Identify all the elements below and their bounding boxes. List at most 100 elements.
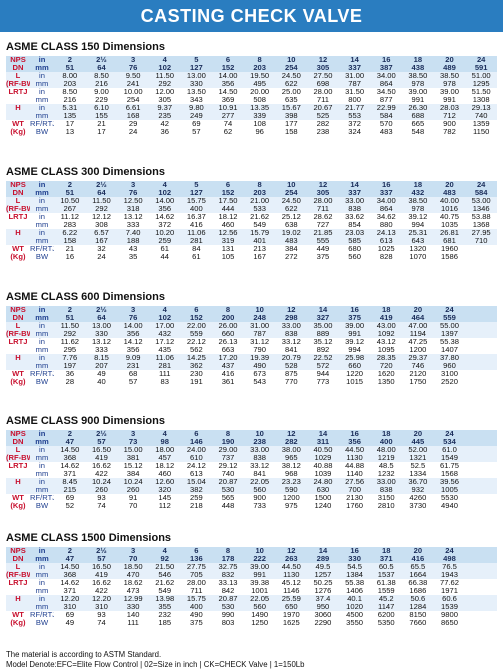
table-cell: 34.00 (370, 72, 403, 80)
table-cell: 978 (433, 80, 466, 88)
table-cell: 19.39 (243, 354, 276, 362)
table-cell: 2 (54, 306, 86, 314)
row-label: LRTJ (6, 338, 30, 346)
table-cell: 960 (433, 362, 466, 370)
table-cell (465, 478, 497, 486)
table-cell (465, 611, 497, 619)
table-cell: 343 (180, 96, 213, 104)
row-unit: mm (30, 362, 54, 370)
table-cell: 51.00 (465, 72, 497, 80)
table-cell: 1257 (307, 571, 339, 579)
table-cell: 14.62 (54, 462, 86, 470)
table-cell: 555 (307, 237, 339, 245)
table-cell: 145 (148, 494, 181, 502)
table-cell: 630 (307, 486, 339, 494)
table-cell: 20 (402, 547, 434, 555)
table-cell: 10 (243, 430, 276, 438)
table-cell: 40.88 (307, 462, 339, 470)
table-cell: 298 (275, 314, 308, 322)
row-unit: mm (30, 587, 54, 595)
row-label: (RF-BW) (6, 454, 30, 462)
table-cell: 643 (402, 237, 434, 245)
table-cell: 292 (85, 205, 118, 213)
table-cell: 398 (275, 112, 308, 120)
table-cell: 11.06 (148, 354, 181, 362)
table-cell: 339 (243, 112, 276, 120)
table-cell: 20 (433, 56, 466, 64)
table-cell: 841 (243, 470, 276, 478)
row-label: WT (6, 494, 30, 502)
table-cell: 2½ (85, 56, 118, 64)
table-cell: 1559 (370, 587, 403, 595)
table-row: LRTJ in 11.62 13.12 14.12 17.12 22.12 26.13 31.1… (6, 338, 497, 346)
table-cell: 281 (180, 237, 213, 245)
row-unit: in (30, 338, 54, 346)
table-cell: 548 (402, 128, 434, 136)
table-cell: 12 (307, 181, 339, 189)
table-cell: 44 (148, 253, 181, 261)
table-cell (465, 253, 497, 261)
table-row: LRTJ in 14.62 16.62 15.12 18.12 24.12 29.12 33.1… (6, 462, 497, 470)
table-cell: 549 (148, 587, 181, 595)
table-cell: 483 (433, 189, 466, 197)
table-cell: 14.12 (117, 338, 149, 346)
table-cell: 33.12 (275, 338, 308, 346)
table-cell: 950 (307, 603, 339, 611)
table-cell: 400 (370, 438, 403, 446)
table-cell: 27.95 (465, 229, 497, 237)
row-label: L (6, 322, 30, 330)
table-cell: 14 (338, 56, 371, 64)
table-cell: 543 (243, 378, 276, 386)
table-cell: 70 (117, 502, 149, 510)
row-unit: mm (30, 438, 54, 446)
row-label: H (6, 478, 30, 486)
table-cell: 419 (85, 571, 118, 579)
table-cell: 864 (370, 205, 403, 213)
table-cell: 216 (85, 80, 118, 88)
table-cell: 152 (212, 64, 244, 72)
table-cell: 320 (148, 486, 181, 494)
table-cell: 18 (370, 547, 403, 555)
page-title: CASTING CHECK VALVE (140, 5, 363, 26)
table-cell: 384 (117, 470, 149, 478)
row-label (6, 221, 30, 229)
table-cell: 978 (402, 80, 434, 88)
table-cell: 53.88 (465, 213, 497, 221)
table-cell: 498 (433, 555, 466, 563)
table-cell: 15.04 (180, 478, 213, 486)
table-cell: 24 (433, 306, 466, 314)
table-cell: 330 (180, 80, 213, 88)
section-class-300: ASME CLASS 300 Dimensions NPS in 2 2½ 3 4 5 6 8 1… (6, 165, 497, 261)
table-cell: 490 (180, 611, 213, 619)
table-cell: 12.56 (212, 229, 244, 237)
table-cell: 8.15 (85, 354, 118, 362)
table-cell: 660 (212, 330, 244, 338)
table-cell: 318 (117, 205, 149, 213)
table-cell: 1095 (370, 346, 403, 354)
table-cell (465, 438, 497, 446)
table-cell: 585 (338, 237, 371, 245)
table-cell: 131 (212, 245, 244, 253)
table-cell: 838 (243, 454, 276, 462)
table-cell: 69 (54, 611, 86, 619)
table-row: (Kg) BW 28 40 57 83 191 361 543 770 773 1015 1350 175… (6, 378, 497, 386)
table-cell: 460 (212, 221, 244, 229)
row-unit: in (30, 446, 54, 454)
table-cell: 36 (54, 370, 86, 378)
table-cell: 33.00 (243, 446, 276, 454)
table-cell: 45.2 (370, 595, 403, 603)
row-label: L (6, 563, 30, 571)
row-unit: BW (30, 502, 54, 510)
table-cell: 197 (54, 362, 86, 370)
table-cell: 69 (180, 120, 213, 128)
table-cell: 14.50 (54, 446, 86, 454)
table-cell: 259 (180, 494, 213, 502)
table-cell: 978 (402, 205, 434, 213)
table-cell: 432 (148, 330, 181, 338)
table-cell: 73 (117, 438, 149, 446)
table-cell: 841 (275, 346, 308, 354)
table-cell: 22.05 (243, 478, 276, 486)
table-cell: 14.00 (148, 197, 181, 205)
table-cell: 2½ (85, 306, 118, 314)
table-cell: 12 (275, 547, 308, 555)
